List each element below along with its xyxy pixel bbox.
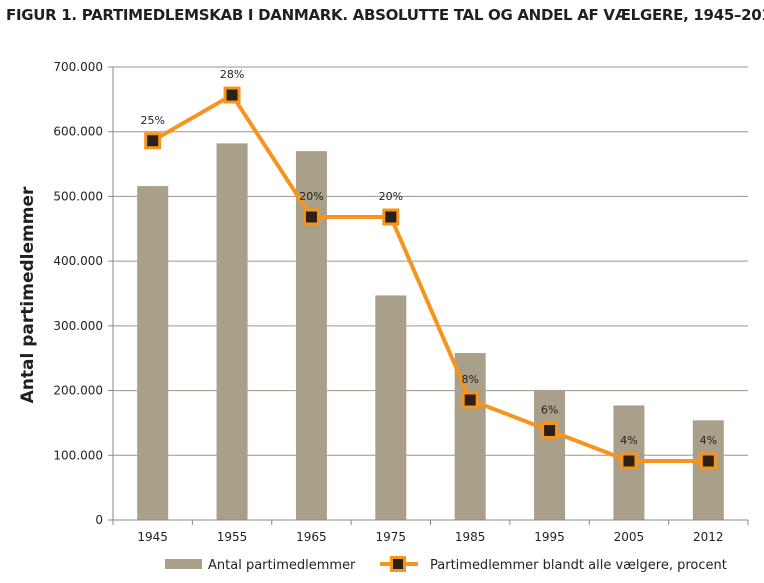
bar-series xyxy=(137,143,724,520)
y-axis-label: Antal partimedlemmer xyxy=(18,186,38,403)
y-tick-label: 200.000 xyxy=(53,384,103,398)
x-tick-label: 1995 xyxy=(534,530,565,544)
y-tick-label: 400.000 xyxy=(53,254,103,268)
x-tick-label: 2012 xyxy=(693,530,724,544)
percent-marker xyxy=(223,86,241,104)
percent-marker xyxy=(461,391,479,409)
bar xyxy=(216,143,248,520)
bar xyxy=(137,186,169,520)
percent-marker xyxy=(144,132,162,150)
data-label: 20% xyxy=(299,190,323,203)
data-labels: 25% 28% 20% 20% 8% 6% 4% 4% xyxy=(140,68,717,447)
legend-bar-label: Antal partimedlemmer xyxy=(208,558,356,573)
data-label: 25% xyxy=(140,114,164,127)
x-tick-labels: 1945 1955 1965 1975 1985 1995 2005 2012 xyxy=(137,530,723,544)
legend-bar-swatch xyxy=(165,559,202,569)
bar xyxy=(375,295,407,520)
x-tick-label: 1955 xyxy=(217,530,248,544)
y-tick-label: 700.000 xyxy=(53,60,103,74)
y-tick-labels: 0 100.000 200.000 300.000 400.000 500.000 600.… xyxy=(53,60,103,527)
x-tick-label: 1945 xyxy=(137,530,168,544)
data-label: 20% xyxy=(379,190,403,203)
chart-title: FIGUR 1. PARTIMEDLEMSKAB I DANMARK. ABSO… xyxy=(6,6,764,24)
data-label: 6% xyxy=(541,404,558,417)
axes xyxy=(108,66,749,525)
percent-marker xyxy=(302,208,320,226)
bar xyxy=(534,389,566,520)
percent-line xyxy=(151,92,709,463)
y-tick-label: 0 xyxy=(95,513,103,527)
legend-line-label: Partimedlemmer blandt alle vælgere, proc… xyxy=(430,558,727,573)
data-label: 4% xyxy=(620,434,637,447)
x-tick-label: 1975 xyxy=(376,530,407,544)
data-label: 4% xyxy=(700,434,717,447)
x-tick-label: 2005 xyxy=(614,530,645,544)
legend-line-marker xyxy=(390,556,406,572)
gridlines xyxy=(113,66,748,456)
percent-marker xyxy=(382,208,400,226)
y-tick-label: 500.000 xyxy=(53,189,103,203)
y-tick-label: 100.000 xyxy=(53,448,103,462)
percent-marker xyxy=(620,452,638,470)
percent-marker xyxy=(541,422,559,439)
line-series xyxy=(144,86,717,470)
data-label: 28% xyxy=(220,68,244,81)
data-label: 8% xyxy=(461,373,478,386)
bar xyxy=(295,151,327,520)
percent-marker xyxy=(699,452,717,470)
bar xyxy=(692,420,724,520)
y-tick-label: 600.000 xyxy=(53,125,103,139)
x-tick-label: 1965 xyxy=(296,530,327,544)
y-tick-label: 300.000 xyxy=(53,319,103,333)
x-tick-label: 1985 xyxy=(455,530,486,544)
legend: Antal partimedlemmer Partimedlemmer blan… xyxy=(165,556,727,573)
